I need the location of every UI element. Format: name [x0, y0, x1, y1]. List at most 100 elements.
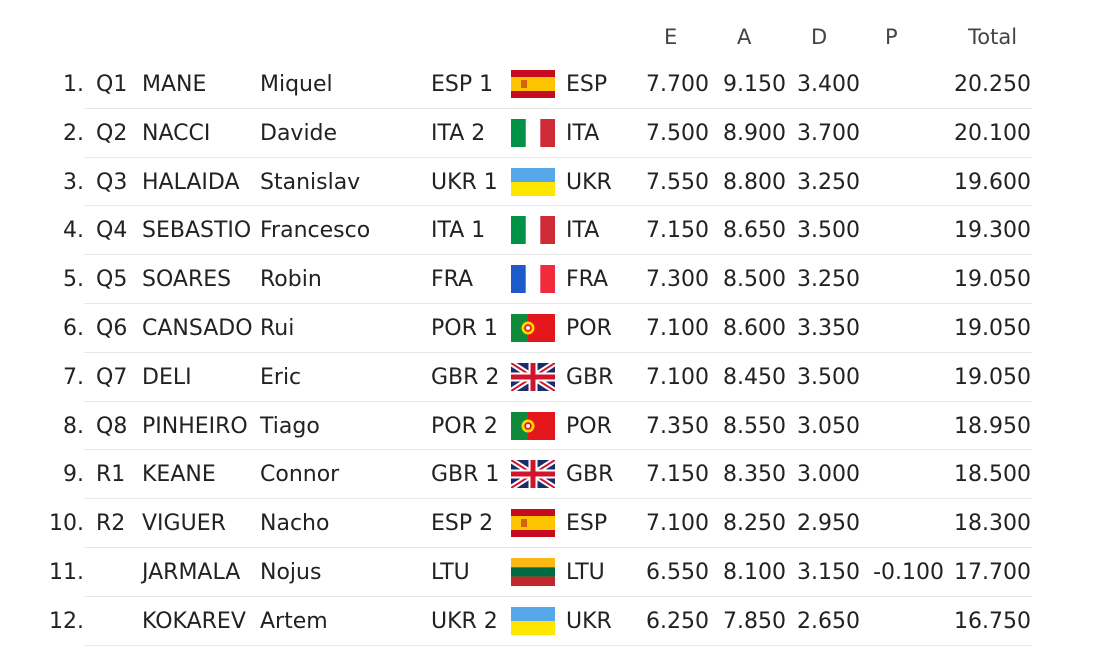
- row-divider: [84, 205, 1032, 207]
- score-a-cell: 8.450: [723, 364, 786, 390]
- score-d-cell: 2.950: [797, 511, 860, 537]
- last-name-cell: NACCI: [142, 120, 211, 146]
- row-divider: [84, 449, 1032, 451]
- row-divider: [84, 254, 1032, 256]
- first-name-cell: Nojus: [260, 560, 322, 585]
- nation-cell: ITA: [566, 120, 600, 146]
- total-cell: 18.500: [954, 462, 1031, 488]
- first-name-cell: Miquel: [260, 72, 333, 97]
- team-cell: LTU: [431, 560, 470, 585]
- last-name-cell: PINHEIRO: [142, 413, 248, 439]
- row-divider: [84, 400, 1032, 402]
- score-d-cell: 3.250: [797, 267, 860, 293]
- team-cell: ITA 2: [431, 120, 486, 146]
- last-name-cell: SEBASTIO: [142, 218, 252, 244]
- penalty-cell: -0.100: [873, 560, 944, 585]
- table-row: 11. JARMALA Nojus LTU LTU 6.550 8.100 3.150 -0.1…: [49, 548, 1032, 597]
- last-name-cell: DELI: [142, 364, 192, 390]
- total-cell: 19.050: [954, 316, 1031, 341]
- score-e-cell: 6.550: [646, 560, 709, 585]
- row-divider: [84, 546, 1032, 548]
- last-name-cell: MANE: [142, 72, 207, 97]
- rank-cell: 10.: [49, 511, 84, 537]
- rank-cell: 11.: [49, 560, 84, 585]
- score-d-cell: 3.700: [797, 120, 860, 146]
- score-a-cell: 8.350: [723, 462, 786, 488]
- team-cell: UKR 1: [431, 169, 498, 195]
- total-cell: 18.300: [954, 511, 1031, 537]
- nation-cell: POR: [566, 413, 612, 439]
- team-cell: UKR 2: [431, 608, 498, 634]
- table-row: 9. R1 KEANE Connor GBR 1 GBR 7.150 8.350 3.000 18…: [63, 450, 1032, 500]
- total-cell: 19.050: [954, 267, 1031, 293]
- score-d-cell: 3.500: [797, 364, 860, 390]
- nation-cell: ESP: [566, 72, 608, 97]
- gbr-flag-icon: [511, 460, 555, 489]
- team-cell: ESP 2: [431, 511, 494, 537]
- fra-flag-icon: [511, 265, 555, 294]
- score-a-cell: 8.650: [723, 218, 786, 244]
- first-name-cell: Robin: [260, 267, 322, 293]
- nation-cell: GBR: [566, 364, 614, 390]
- row-divider: [84, 498, 1032, 500]
- table-row: 10. R2 VIGUER Nacho ESP 2 ESP 7.100 8.250 2.950 1…: [49, 499, 1032, 548]
- por-flag-icon: [511, 411, 555, 440]
- table-row: 3. Q3 HALAIDA Stanislav UKR 1 UKR 7.550 8.800 3.…: [63, 158, 1032, 207]
- ukr-flag-icon: [511, 606, 555, 635]
- total-cell: 20.100: [954, 120, 1031, 146]
- score-d-cell: 3.250: [797, 169, 860, 195]
- seed-cell: Q5: [96, 267, 128, 293]
- seed-cell: Q4: [96, 218, 128, 244]
- score-e-cell: 7.100: [646, 511, 709, 537]
- score-d-cell: 2.650: [797, 608, 860, 634]
- score-d-cell: 3.150: [797, 560, 860, 585]
- total-cell: 18.950: [954, 413, 1031, 439]
- score-d-cell: 3.050: [797, 413, 860, 439]
- nation-cell: LTU: [566, 560, 605, 585]
- esp-flag-icon: [511, 509, 555, 538]
- score-e-cell: 7.150: [646, 218, 709, 244]
- first-name-cell: Eric: [260, 364, 302, 390]
- nation-cell: POR: [566, 316, 612, 341]
- score-e-cell: 7.700: [646, 72, 709, 97]
- last-name-cell: SOARES: [142, 267, 232, 293]
- team-cell: POR 2: [431, 413, 498, 439]
- rank-cell: 2.: [63, 120, 84, 146]
- row-divider: [84, 302, 1032, 304]
- first-name-cell: Rui: [260, 316, 295, 341]
- last-name-cell: VIGUER: [142, 511, 226, 537]
- score-e-cell: 7.300: [646, 267, 709, 293]
- seed-cell: R1: [96, 462, 126, 488]
- nation-cell: UKR: [566, 608, 612, 634]
- first-name-cell: Tiago: [260, 413, 320, 439]
- seed-cell: Q6: [96, 316, 128, 341]
- nation-cell: ITA: [566, 218, 600, 244]
- seed-cell: R2: [96, 511, 126, 537]
- score-a-cell: 8.100: [723, 560, 786, 585]
- team-cell: ESP 1: [431, 72, 494, 97]
- header-d: D: [811, 25, 828, 49]
- rank-cell: 1.: [63, 72, 84, 97]
- team-cell: FRA: [431, 267, 474, 293]
- table-row: 5. Q5 SOARES Robin FRA FRA 7.300 8.500 3.250 19.0…: [63, 255, 1032, 304]
- ltu-flag-icon: [511, 558, 555, 586]
- header-p: P: [885, 25, 898, 49]
- score-e-cell: 6.250: [646, 608, 709, 634]
- score-a-cell: 8.600: [723, 316, 786, 341]
- row-divider: [84, 156, 1032, 158]
- nation-cell: UKR: [566, 169, 612, 195]
- last-name-cell: HALAIDA: [142, 169, 240, 195]
- total-cell: 20.250: [954, 72, 1031, 97]
- row-divider: [84, 595, 1032, 597]
- score-a-cell: 8.900: [723, 120, 786, 146]
- first-name-cell: Stanislav: [260, 169, 361, 195]
- total-cell: 16.750: [954, 608, 1031, 634]
- score-e-cell: 7.350: [646, 413, 709, 439]
- score-d-cell: 3.350: [797, 316, 860, 341]
- last-name-cell: KOKAREV: [142, 608, 246, 634]
- nation-cell: ESP: [566, 511, 608, 537]
- first-name-cell: Artem: [260, 608, 328, 634]
- rank-cell: 6.: [63, 316, 84, 341]
- ita-flag-icon: [511, 118, 555, 147]
